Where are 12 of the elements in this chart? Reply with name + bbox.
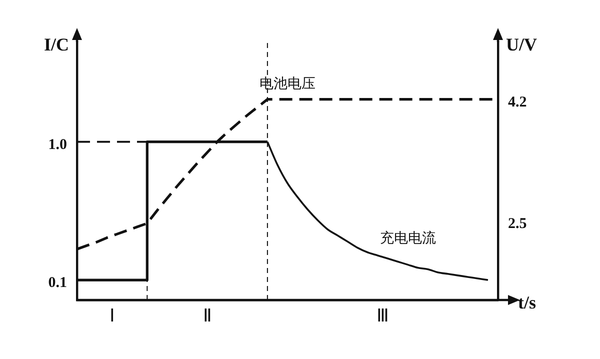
y2-tick-label: 4.2 [508,94,527,110]
series-label: 电池电压 [260,76,316,92]
text: Ⅲ [376,306,389,326]
y2-axis-title: U/V [506,34,537,55]
text: Ⅱ [202,306,212,326]
series-label: 充电电流 [380,230,436,246]
y-axis-title: I/C [44,34,69,55]
y2-tick-label: 2.5 [508,216,527,232]
y-tick-label: 0.1 [48,275,67,292]
x-axis-title: t/s [518,292,536,313]
text: Ⅰ [110,306,115,326]
y-tick-label: 1.0 [48,136,67,153]
